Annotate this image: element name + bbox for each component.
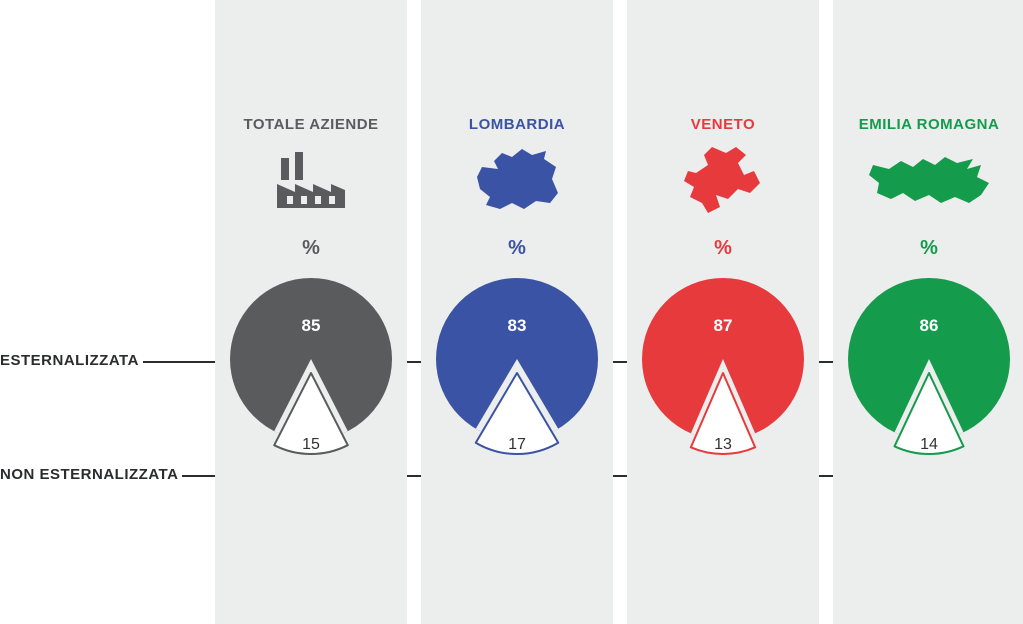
pie-pulled-value: 15	[302, 436, 320, 454]
connector-line	[613, 361, 627, 363]
column-title: EMILIA ROMAGNA	[859, 116, 1000, 133]
region-emilia-icon	[869, 145, 989, 215]
connector-line	[819, 361, 833, 363]
pie-chart: 8614	[848, 278, 1010, 440]
pie-main-value: 87	[642, 316, 804, 336]
column-title: TOTALE AZIENDE	[243, 116, 378, 133]
percent-symbol: %	[302, 237, 320, 260]
pie-pulled-value: 14	[920, 436, 938, 454]
region-lombardia-icon	[472, 145, 562, 215]
factory-icon	[271, 145, 351, 215]
connector-line	[182, 475, 215, 477]
region-veneto-icon	[682, 145, 764, 215]
pie-main-value: 83	[436, 316, 598, 336]
connector-line	[819, 475, 833, 477]
pie-chart: 8713	[642, 278, 804, 440]
column-title: VENETO	[691, 116, 755, 133]
percent-symbol: %	[714, 237, 732, 260]
pie-pulled-value: 17	[508, 436, 526, 454]
row-label-non-esternalizzata: NON ESTERNALIZZATA	[0, 466, 178, 483]
connector-line	[613, 475, 627, 477]
pie-chart: 8317	[436, 278, 598, 440]
pie-main-value: 85	[230, 316, 392, 336]
percent-symbol: %	[920, 237, 938, 260]
column-emilia: EMILIA ROMAGNA% 8614	[833, 0, 1023, 624]
column-veneto: VENETO% 8713	[627, 0, 819, 624]
percent-symbol: %	[508, 237, 526, 260]
pie-main-value: 86	[848, 316, 1010, 336]
column-totale: TOTALE AZIENDE % 8515	[215, 0, 407, 624]
pie-pulled-value: 13	[714, 436, 732, 454]
row-label-esternalizzata: ESTERNALIZZATA	[0, 352, 139, 369]
connector-line	[407, 475, 421, 477]
connector-line	[407, 361, 421, 363]
column-title: LOMBARDIA	[469, 116, 565, 133]
columns-container: TOTALE AZIENDE % 8515LOMBARDIA% 8317VENE…	[215, 0, 1023, 624]
connector-line	[143, 361, 215, 363]
column-lombardia: LOMBARDIA% 8317	[421, 0, 613, 624]
pie-chart: 8515	[230, 278, 392, 440]
